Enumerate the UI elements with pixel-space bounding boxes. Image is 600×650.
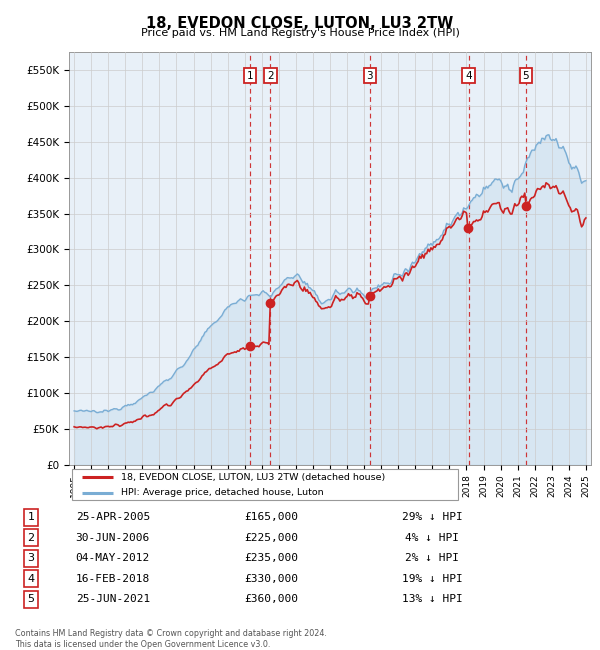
Text: 2% ↓ HPI: 2% ↓ HPI <box>406 553 460 564</box>
Text: 3: 3 <box>367 71 373 81</box>
FancyBboxPatch shape <box>71 469 458 501</box>
Text: 16-FEB-2018: 16-FEB-2018 <box>76 574 150 584</box>
Text: 4: 4 <box>28 574 35 584</box>
Text: 2: 2 <box>267 71 274 81</box>
Text: 25-APR-2005: 25-APR-2005 <box>76 512 150 522</box>
Text: £225,000: £225,000 <box>244 533 298 543</box>
Text: £235,000: £235,000 <box>244 553 298 564</box>
Text: 4% ↓ HPI: 4% ↓ HPI <box>406 533 460 543</box>
Text: 13% ↓ HPI: 13% ↓ HPI <box>402 595 463 604</box>
Text: 04-MAY-2012: 04-MAY-2012 <box>76 553 150 564</box>
Text: 1: 1 <box>247 71 253 81</box>
Text: Price paid vs. HM Land Registry's House Price Index (HPI): Price paid vs. HM Land Registry's House … <box>140 28 460 38</box>
Text: 19% ↓ HPI: 19% ↓ HPI <box>402 574 463 584</box>
Text: 5: 5 <box>28 595 35 604</box>
Text: 18, EVEDON CLOSE, LUTON, LU3 2TW: 18, EVEDON CLOSE, LUTON, LU3 2TW <box>146 16 454 31</box>
Text: Contains HM Land Registry data © Crown copyright and database right 2024.
This d: Contains HM Land Registry data © Crown c… <box>15 629 327 649</box>
Text: £360,000: £360,000 <box>244 595 298 604</box>
Text: 29% ↓ HPI: 29% ↓ HPI <box>402 512 463 522</box>
Text: 25-JUN-2021: 25-JUN-2021 <box>76 595 150 604</box>
Text: 30-JUN-2006: 30-JUN-2006 <box>76 533 150 543</box>
Text: 3: 3 <box>28 553 35 564</box>
Text: 2: 2 <box>28 533 35 543</box>
Text: 1: 1 <box>28 512 35 522</box>
Text: 4: 4 <box>465 71 472 81</box>
Text: 18, EVEDON CLOSE, LUTON, LU3 2TW (detached house): 18, EVEDON CLOSE, LUTON, LU3 2TW (detach… <box>121 473 385 482</box>
Text: £165,000: £165,000 <box>244 512 298 522</box>
Text: 5: 5 <box>523 71 529 81</box>
Text: HPI: Average price, detached house, Luton: HPI: Average price, detached house, Luto… <box>121 488 324 497</box>
Text: £330,000: £330,000 <box>244 574 298 584</box>
